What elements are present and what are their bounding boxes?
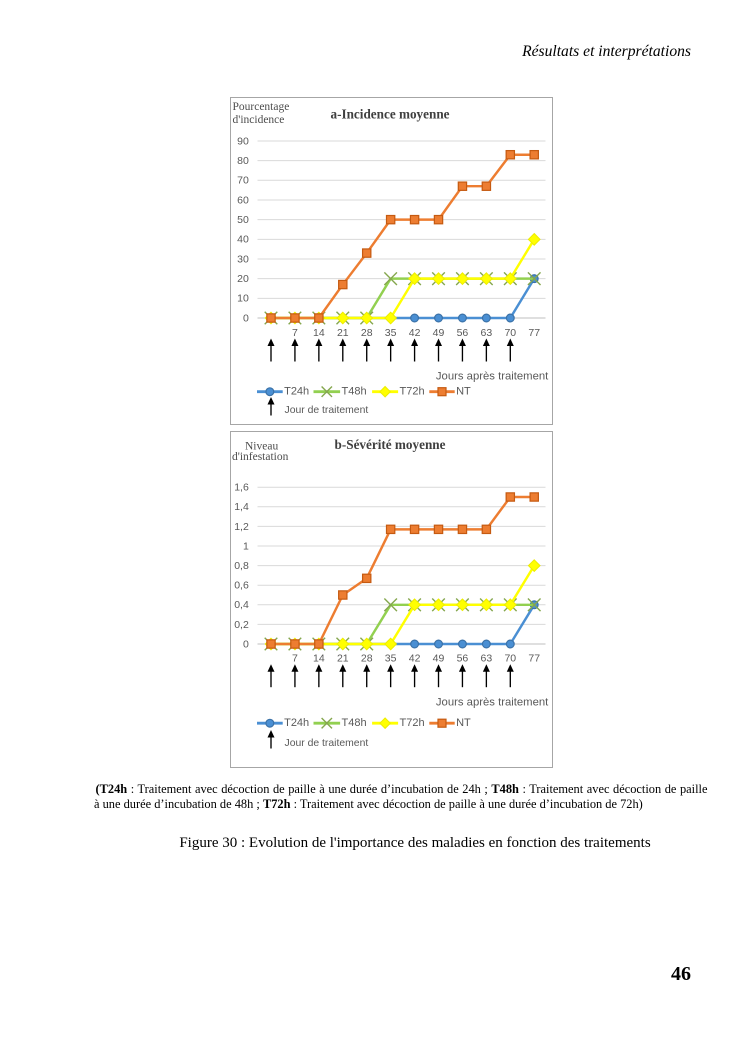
svg-text:1: 1 <box>242 540 248 552</box>
svg-text:56: 56 <box>456 653 468 665</box>
svg-text:14: 14 <box>313 653 325 665</box>
svg-text:T72h: T72h <box>399 385 424 397</box>
svg-text:50: 50 <box>237 214 249 226</box>
svg-text:Niveau: Niveau <box>245 441 278 453</box>
svg-text:7: 7 <box>292 653 298 665</box>
svg-text:63: 63 <box>480 327 492 339</box>
svg-text:42: 42 <box>408 653 420 665</box>
svg-text:a-Incidence moyenne: a-Incidence moyenne <box>330 107 449 122</box>
svg-text:0,2: 0,2 <box>234 619 249 631</box>
svg-text:56: 56 <box>456 327 468 339</box>
svg-text:30: 30 <box>237 253 249 265</box>
svg-text:35: 35 <box>384 653 396 665</box>
svg-text:T72h: T72h <box>399 717 424 729</box>
svg-text:1,4: 1,4 <box>234 501 249 513</box>
svg-text:0,6: 0,6 <box>234 580 249 592</box>
svg-text:T24h: T24h <box>284 717 309 729</box>
svg-text:d'infestation: d'infestation <box>232 451 289 463</box>
svg-text:0,8: 0,8 <box>234 560 249 572</box>
svg-text:35: 35 <box>384 327 396 339</box>
svg-text:0: 0 <box>242 312 248 324</box>
svg-text:Jour de traitement: Jour de traitement <box>284 738 368 749</box>
svg-text:0,4: 0,4 <box>234 599 249 611</box>
svg-text:70: 70 <box>504 327 516 339</box>
svg-text:40: 40 <box>237 234 249 246</box>
svg-text:28: 28 <box>360 653 372 665</box>
svg-text:Jours après traitement: Jours après traitement <box>435 697 548 709</box>
svg-text:80: 80 <box>237 155 249 167</box>
svg-text:Jour de traitement: Jour de traitement <box>284 405 368 416</box>
svg-text:NT: NT <box>456 385 471 397</box>
svg-text:21: 21 <box>336 327 348 339</box>
svg-text:63: 63 <box>480 653 492 665</box>
svg-text:42: 42 <box>408 327 420 339</box>
svg-text:Pourcentage: Pourcentage <box>232 101 289 113</box>
svg-text:28: 28 <box>360 327 372 339</box>
svg-text:1,2: 1,2 <box>234 521 249 533</box>
svg-text:0: 0 <box>242 638 248 650</box>
svg-text:b-Sévérité moyenne: b-Sévérité moyenne <box>334 437 445 452</box>
svg-text:NT: NT <box>456 717 471 729</box>
svg-text:60: 60 <box>237 194 249 206</box>
svg-text:10: 10 <box>237 293 249 305</box>
svg-text:21: 21 <box>336 653 348 665</box>
svg-text:49: 49 <box>432 653 444 665</box>
svg-text:90: 90 <box>237 135 249 147</box>
svg-text:7: 7 <box>292 327 298 339</box>
svg-text:77: 77 <box>528 327 540 339</box>
svg-text:1,6: 1,6 <box>234 482 249 494</box>
svg-text:Jours après traitement: Jours après traitement <box>435 371 548 383</box>
svg-text:14: 14 <box>313 327 325 339</box>
svg-text:49: 49 <box>432 327 444 339</box>
svg-text:77: 77 <box>528 653 540 665</box>
svg-text:d'incidence: d'incidence <box>232 114 284 126</box>
svg-text:70: 70 <box>504 653 516 665</box>
svg-text:T48h: T48h <box>341 717 366 729</box>
svg-text:T48h: T48h <box>341 385 366 397</box>
svg-text:70: 70 <box>237 175 249 187</box>
svg-text:20: 20 <box>237 273 249 285</box>
svg-text:T24h: T24h <box>284 385 309 397</box>
